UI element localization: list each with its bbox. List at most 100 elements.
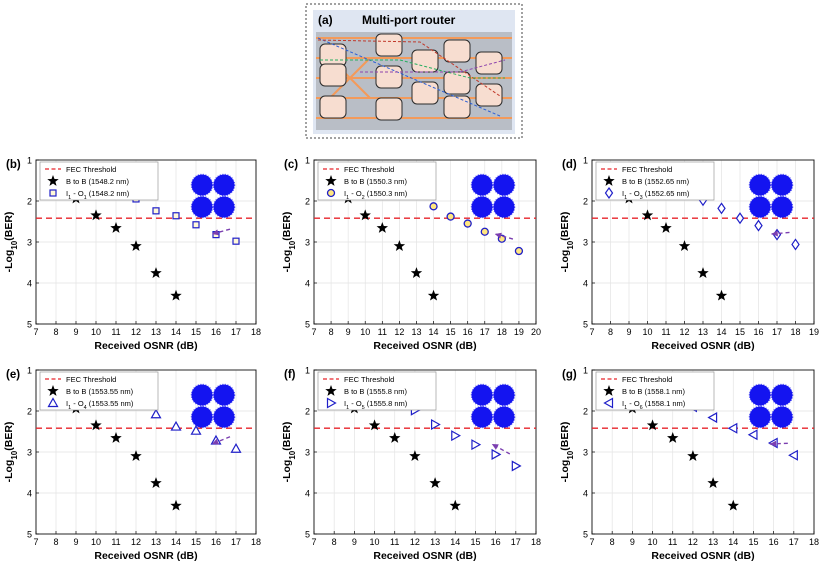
x-tick-label: 11 [390, 537, 399, 547]
constellation-halo [770, 405, 794, 429]
x-tick-label: 13 [708, 537, 718, 547]
legend-port-swatch [603, 397, 614, 409]
constellation-point-3 [191, 196, 213, 218]
y-axis-label: -Log10(BER) [3, 212, 19, 273]
legend-box [317, 161, 437, 201]
constellation-point-4 [213, 196, 235, 218]
y-tick-label: 2 [305, 197, 310, 207]
constellation-point-1 [471, 384, 493, 406]
y-tick-label: 5 [305, 530, 310, 540]
x-tick-label: 10 [91, 327, 101, 337]
x-tick-label: 17 [789, 537, 799, 547]
b2b-point [368, 419, 381, 431]
constellation-point-4 [213, 406, 235, 428]
constellation-point-3 [471, 406, 493, 428]
legend-label: B to B (1558.1 nm) [622, 387, 685, 396]
constellation-point-2 [213, 174, 235, 196]
constellation-point-3 [749, 406, 771, 428]
y-tick-label: 1 [27, 366, 32, 376]
x-axis-label: Received OSNR (dB) [373, 550, 476, 562]
legend-label: I1 - O4 (1553.55 nm) [66, 399, 134, 411]
x-tick-label: 7 [589, 537, 594, 547]
legend-label: B to B (1552.65 nm) [622, 177, 690, 186]
x-tick-label: 7 [33, 327, 38, 337]
x-tick-label: 12 [410, 537, 420, 547]
y-tick-label: 4 [305, 279, 310, 289]
y-tick-label: 1 [27, 156, 32, 166]
x-tick-label: 15 [446, 327, 456, 337]
b2b-point [90, 209, 102, 221]
b2b-point [727, 499, 739, 511]
x-axis-label: Received OSNR (dB) [94, 550, 197, 562]
y-tick-label: 2 [583, 197, 588, 207]
y-axis-label: -Log10(BER) [559, 422, 575, 483]
port-point [788, 449, 798, 461]
x-tick-label: 12 [131, 537, 141, 547]
constellation-halo [212, 405, 236, 429]
y-axis-label: -Log10(BER) [281, 422, 297, 483]
constellation-arrow-head [491, 444, 499, 450]
x-tick-label: 8 [53, 537, 58, 547]
port-point [514, 246, 524, 256]
constellation-arrow-head [771, 230, 778, 237]
y-tick-label: 3 [27, 448, 32, 458]
x-tick-label: 14 [450, 537, 460, 547]
x-tick-label: 13 [698, 327, 708, 337]
port-point [754, 219, 763, 232]
micro-ring-3 [319, 95, 347, 119]
legend-port-swatch [326, 188, 336, 198]
legend-b2b-swatch [603, 175, 615, 186]
y-tick-label: 4 [583, 279, 588, 289]
micro-ring-4 [375, 33, 403, 57]
legend-box [595, 161, 715, 201]
x-tick-label: 14 [171, 327, 181, 337]
constellation-halo [492, 383, 516, 407]
x-tick-label: 13 [430, 537, 440, 547]
port-point [150, 408, 162, 419]
x-tick-label: 8 [332, 537, 337, 547]
legend-label: FEC Threshold [344, 375, 394, 384]
legend-label: B to B (1555.8 nm) [344, 387, 407, 396]
x-tick-label: 7 [311, 327, 316, 337]
y-tick-label: 2 [27, 197, 32, 207]
x-tick-label: 16 [753, 327, 763, 337]
constellation-point-3 [471, 196, 493, 218]
port-point [471, 439, 482, 451]
micro-ring-8 [411, 81, 439, 105]
constellation-point-1 [191, 384, 213, 406]
constellation-halo [190, 195, 214, 219]
x-tick-label: 10 [642, 327, 652, 337]
x-tick-label: 15 [735, 327, 745, 337]
constellation-halo [748, 173, 772, 197]
port-point [480, 227, 489, 236]
router-title: Multi-port router [362, 13, 456, 27]
legend: FEC Threshold B to B (1550.3 nm) I1 - O2 (… [317, 161, 437, 201]
micro-ring-10 [443, 71, 471, 95]
b2b-point [359, 209, 371, 221]
x-axis-label: Received OSNR (dB) [651, 340, 754, 352]
x-tick-label: 18 [251, 537, 261, 547]
x-tick-label: 16 [211, 537, 221, 547]
b2b-point [170, 499, 182, 511]
x-tick-label: 16 [491, 537, 501, 547]
x-tick-label: 15 [748, 537, 758, 547]
constellation-halo [190, 173, 214, 197]
x-tick-label: 10 [360, 327, 370, 337]
b2b-point [707, 477, 719, 489]
chart-panel-c: 7 8 9 10 11 12 13 14 15 16 17 18 19 2012345(c)Receive… [281, 156, 541, 353]
b2b-point [150, 477, 162, 489]
plot-border [313, 369, 537, 535]
y-tick-label: 1 [583, 156, 588, 166]
b2b-point [697, 267, 709, 279]
legend: FEC Threshold B to B (1558.1 nm) I1 - O6 (… [595, 371, 715, 411]
x-tick-label: 7 [33, 537, 38, 547]
panel-label: (g) [562, 369, 577, 381]
constellation-inset [470, 383, 516, 429]
x-tick-label: 11 [111, 327, 120, 337]
y-tick-label: 4 [27, 279, 32, 289]
legend-port-swatch [604, 186, 614, 200]
x-tick-label: 13 [151, 327, 161, 337]
